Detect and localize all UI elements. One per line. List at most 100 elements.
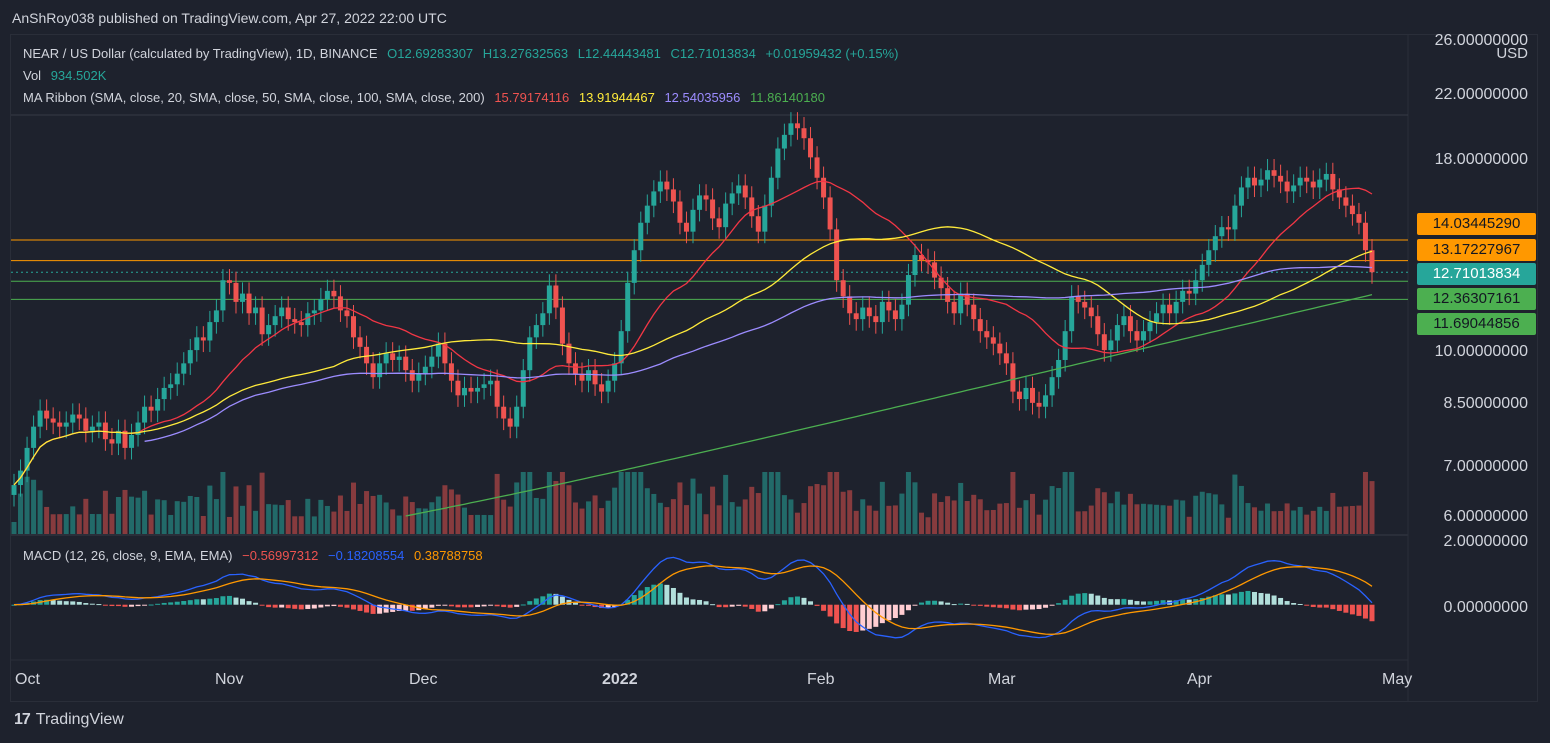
- volume-bar: [1043, 499, 1049, 534]
- price-tag-text: 12.71013834: [1432, 265, 1521, 282]
- macd-histogram-bar: [370, 604, 376, 614]
- volume-bar: [520, 472, 526, 534]
- candle-body: [1134, 331, 1140, 341]
- volume-bar: [148, 514, 154, 534]
- volume-bar: [396, 515, 402, 534]
- macd-label[interactable]: MACD (12, 26, close, 9, EMA, EMA): [23, 548, 233, 563]
- macd-histogram-bar: [324, 604, 330, 607]
- macd-histogram-bar: [905, 604, 911, 611]
- volume-bar: [657, 502, 663, 534]
- time-axis-label: Feb: [807, 671, 835, 688]
- volume-bar: [285, 500, 291, 534]
- volume-bar: [390, 509, 396, 534]
- macd-histogram-bar: [697, 599, 703, 605]
- volume-bar: [919, 512, 925, 534]
- macd-histogram-bar: [115, 604, 121, 607]
- volume-bar: [1343, 506, 1349, 534]
- macd-histogram-bar: [148, 604, 154, 606]
- candle-body: [1336, 189, 1342, 198]
- macd-histogram-bar: [331, 604, 337, 607]
- macd-histogram-bar: [305, 604, 311, 609]
- macd-histogram-bar: [801, 597, 807, 605]
- tradingview-logo[interactable]: 17 TradingView: [14, 711, 124, 729]
- candle-body: [892, 310, 898, 320]
- time-axis-label: 2022: [602, 671, 638, 688]
- candle-body: [631, 250, 637, 283]
- candle-body: [1003, 353, 1009, 364]
- candle-body: [83, 418, 89, 431]
- volume-value: 934.502K: [50, 68, 107, 83]
- macd-histogram-bar: [1336, 604, 1342, 611]
- volume-bar: [488, 515, 494, 534]
- candle-body: [1180, 290, 1186, 302]
- volume-bar: [781, 495, 787, 534]
- candle-body: [605, 380, 611, 392]
- symbol-title[interactable]: NEAR / US Dollar (calculated by TradingV…: [23, 46, 378, 61]
- candle-body: [507, 418, 513, 427]
- macd-histogram-bar: [1134, 601, 1140, 605]
- candle-body: [63, 422, 69, 427]
- candle-body: [292, 319, 298, 323]
- volume-bar: [690, 478, 696, 534]
- volume-bar: [762, 472, 768, 534]
- volume-bar: [1082, 511, 1088, 534]
- candle-body: [102, 422, 108, 440]
- price-tag-text: 13.17227967: [1432, 241, 1521, 258]
- candle-body: [1036, 402, 1042, 407]
- macd-histogram-bar: [1330, 604, 1336, 610]
- macd-histogram-bar: [455, 604, 461, 608]
- last-price-tag: 12.71013834: [1417, 263, 1536, 285]
- price-axis-label: 22.00000000: [1434, 86, 1528, 103]
- candle-body: [1219, 227, 1225, 237]
- candle-body: [187, 350, 193, 364]
- candle-body: [24, 447, 30, 471]
- candle-body: [1323, 173, 1329, 180]
- candle-body: [1160, 304, 1166, 314]
- price-tag: 11.69044856: [1417, 313, 1536, 335]
- candle-body: [1121, 316, 1127, 326]
- candle-body: [1101, 334, 1107, 351]
- candle-body: [416, 373, 422, 381]
- volume-bar: [533, 497, 539, 534]
- macd-histogram-bar: [1349, 604, 1355, 615]
- macd-histogram-bar: [664, 584, 670, 605]
- macd-histogram-bar: [990, 604, 996, 608]
- macd-histogram-bar: [1160, 600, 1166, 605]
- volume-bar: [501, 499, 507, 534]
- candle-body: [259, 307, 265, 335]
- candle-body: [501, 406, 507, 419]
- volume-label[interactable]: Vol: [23, 68, 42, 83]
- candle-body: [161, 387, 167, 400]
- candle-body: [984, 331, 990, 338]
- volume-bar: [579, 508, 585, 534]
- volume-bar: [572, 502, 578, 534]
- volume-bar: [475, 514, 481, 534]
- candle-body: [233, 282, 239, 302]
- macd-histogram-bar: [279, 604, 285, 608]
- macd-histogram-bar: [644, 587, 650, 605]
- volume-bar: [1212, 494, 1218, 534]
- macd-histogram-bar: [1062, 599, 1068, 605]
- volume-bar: [1010, 472, 1016, 534]
- volume-bar: [1180, 500, 1186, 534]
- macd-histogram-bar: [821, 604, 827, 611]
- macd-histogram-bar: [964, 603, 970, 605]
- macd-histogram-bar: [631, 595, 637, 605]
- volume-bar: [860, 499, 866, 534]
- macd-histogram-bar: [1043, 604, 1049, 608]
- candle-body: [1297, 177, 1303, 186]
- candle-body: [1330, 173, 1336, 190]
- macd-histogram-bar: [1180, 599, 1186, 605]
- candle-body: [801, 128, 807, 139]
- volume-bar: [1206, 493, 1212, 534]
- macd-histogram-bar: [729, 604, 735, 607]
- candle-body: [1193, 280, 1199, 294]
- macd-histogram-bar: [11, 604, 17, 606]
- macd-histogram-bar: [187, 600, 193, 605]
- ma-ribbon-label[interactable]: MA Ribbon (SMA, close, 20, SMA, close, 5…: [23, 90, 485, 105]
- volume-bar: [507, 506, 513, 534]
- currency-label[interactable]: USD: [1496, 45, 1528, 62]
- macd-histogram-bar: [44, 599, 50, 605]
- volume-bar: [1167, 505, 1173, 534]
